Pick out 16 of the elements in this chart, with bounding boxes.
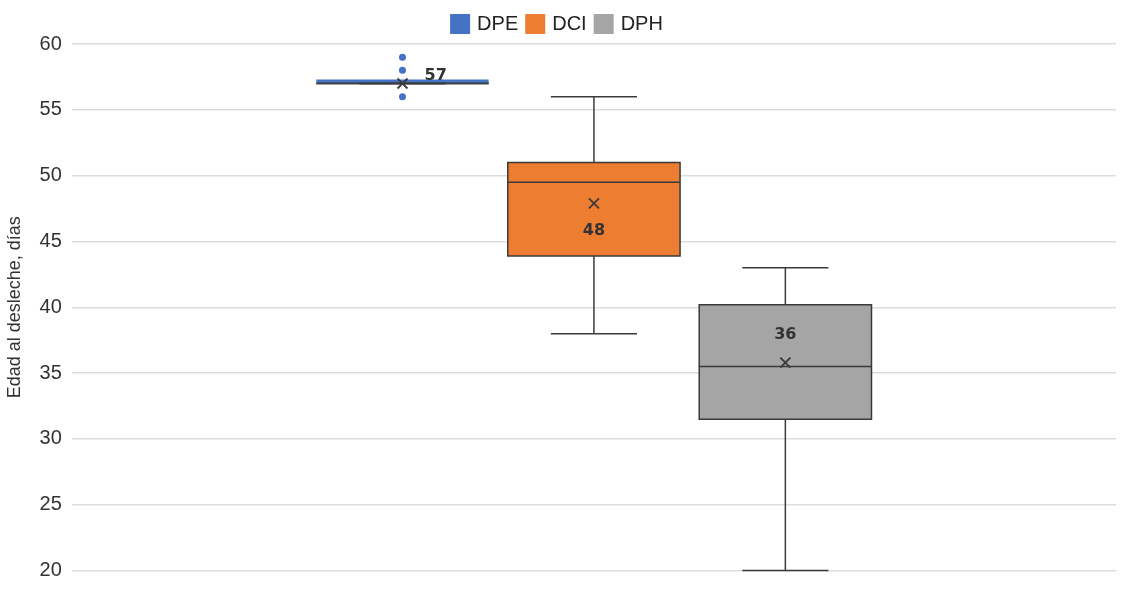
annotation: 36 [774,323,797,343]
y-tick-label: 20 [39,558,62,581]
legend-label: DPH [620,11,663,34]
legend-label: DPE [477,11,519,34]
y-tick-label: 60 [39,31,62,54]
annotation: 48 [582,220,606,240]
y-tick-label: 25 [39,492,62,515]
annotation: 57 [424,64,447,84]
y-tick-label: 55 [39,97,62,120]
y-tick-label: 35 [39,360,62,383]
y-axis-title: Edad al desleche, días [3,216,24,399]
legend-label: DCI [552,11,587,34]
y-tick-label: 40 [39,294,62,317]
y-tick-label: 30 [39,426,62,449]
y-tick-label: 50 [39,163,62,186]
y-tick-label: 45 [39,228,62,251]
